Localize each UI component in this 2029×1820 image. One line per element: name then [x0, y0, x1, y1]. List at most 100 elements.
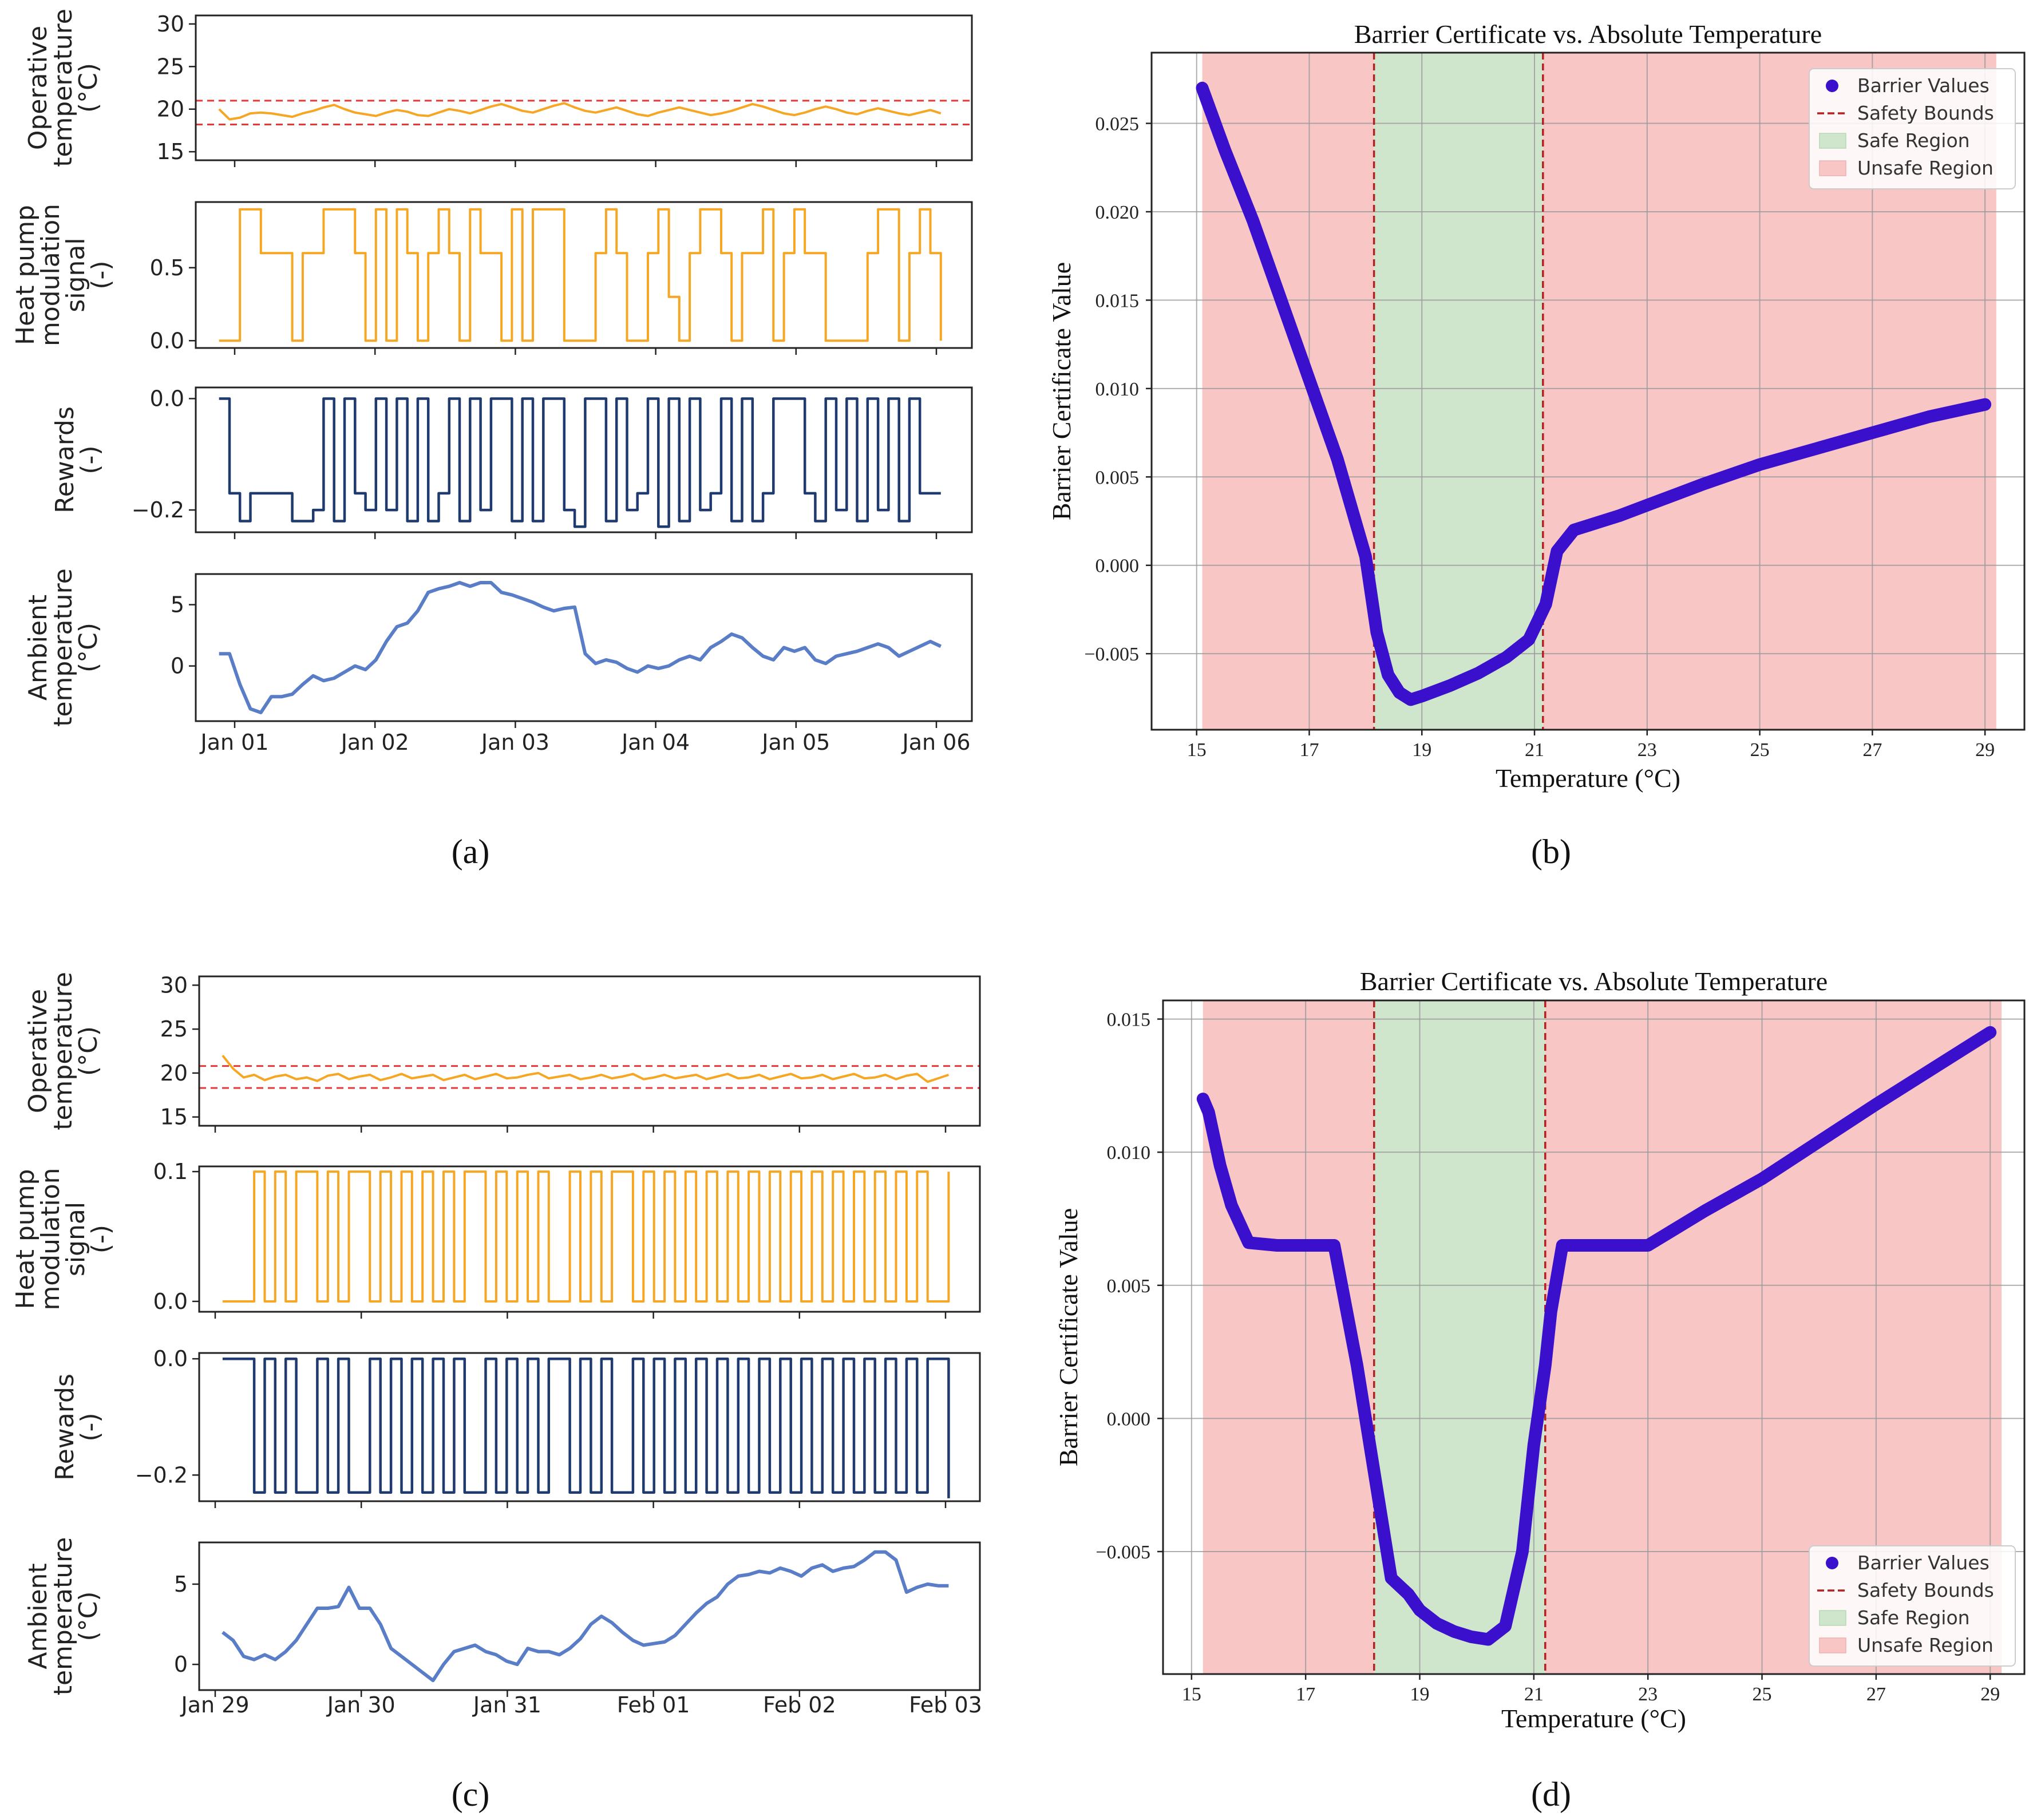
x-tick-label: 19	[1410, 1684, 1430, 1705]
y-label-line: temperature	[49, 972, 78, 1130]
y-tick-label: 0.1	[153, 1159, 188, 1184]
x-tick-label: 23	[1638, 739, 1657, 761]
x-tick-label: 21	[1525, 739, 1544, 761]
y-label-line: Operative	[23, 26, 53, 150]
y-tick-label: 20	[160, 1061, 188, 1086]
y-label-line: signal	[61, 1202, 90, 1276]
y-tick-label: 5	[174, 1572, 188, 1597]
x-tick-label: Jan 03	[480, 730, 549, 755]
x-tick-label: Jan 06	[901, 730, 970, 755]
x-axis-label: Temperature (°C)	[1501, 1704, 1686, 1733]
axes-frame	[198, 1352, 981, 1502]
y-tick-label: 0.5	[150, 255, 184, 280]
y-tick-label: −0.005	[1095, 1542, 1150, 1563]
y-label-line: (°C)	[74, 1026, 103, 1076]
y-tick-label: 0.025	[1095, 114, 1140, 135]
x-tick-label: 25	[1753, 1684, 1772, 1705]
panel-label: (b)	[1531, 833, 1571, 871]
x-tick-label: Feb 01	[617, 1692, 690, 1718]
subplot-2: 0.0 −0.2 Rewards(-)	[50, 1346, 981, 1508]
legend-marker-unsafe	[1819, 160, 1846, 176]
axes-frame	[1150, 52, 2026, 731]
panel-label: (a)	[452, 833, 490, 871]
legend-label: Unsafe Region	[1857, 157, 1994, 179]
x-tick-label: 29	[1975, 739, 1995, 761]
x-tick-label: Jan 05	[761, 730, 830, 755]
y-tick-label: 0.010	[1095, 379, 1140, 400]
axes-frame	[195, 386, 973, 533]
y-label-line: Operative	[23, 989, 53, 1113]
safe-region	[1374, 53, 1543, 730]
legend-marker-unsafe	[1819, 1637, 1846, 1653]
chart-title: Barrier Certificate vs. Absolute Tempera…	[1360, 967, 1828, 996]
legend-label: Unsafe Region	[1857, 1634, 1994, 1656]
barrier-figure-d: 15 17 19 21 23 25 27 29 −0.005 0.000 0.005 0.010 0.0…	[1054, 967, 2026, 1733]
panel-label: (d)	[1531, 1775, 1571, 1813]
x-tick-label: Jan 31	[472, 1692, 541, 1718]
y-axis-label: Rewards(-)	[50, 1374, 105, 1481]
y-tick-label: 0.000	[1107, 1408, 1151, 1430]
y-tick-label: 0.0	[150, 386, 184, 411]
y-tick-label: 15	[160, 1105, 188, 1130]
legend-marker-safe	[1819, 133, 1846, 149]
x-tick-label: Jan 01	[199, 730, 268, 755]
y-label-line: (°C)	[74, 63, 103, 113]
series-line-3	[222, 1550, 949, 1683]
y-label-line: Heat pump	[11, 1169, 40, 1309]
series-line-1	[219, 208, 942, 342]
axes-frame	[198, 975, 981, 1127]
ts-figure-c: 15202530Operativetemperature(°C)0.00.1He…	[11, 972, 982, 1718]
y-tick-label: 0.000	[1095, 556, 1140, 577]
y-tick-label: −0.2	[135, 1462, 188, 1487]
legend-marker-safe	[1819, 1610, 1846, 1626]
series-line-3	[219, 581, 942, 714]
axes-frame	[1162, 999, 2026, 1675]
axes-frame	[195, 201, 973, 349]
legend-box	[1809, 1545, 2016, 1667]
x-tick-label: Jan 30	[326, 1692, 395, 1718]
x-tick-label: 23	[1638, 1684, 1658, 1705]
chart-title: Barrier Certificate vs. Absolute Tempera…	[1354, 19, 1822, 49]
x-tick-label: Feb 03	[909, 1692, 982, 1718]
legend-marker-dot	[1826, 1557, 1838, 1569]
y-label-line: signal	[61, 238, 90, 312]
x-tick-label: Jan 29	[180, 1692, 249, 1718]
y-tick-label: −0.005	[1084, 644, 1139, 665]
legend-label: Barrier Values	[1857, 1552, 1990, 1574]
y-label-line: modulation	[36, 204, 65, 346]
legend-label: Barrier Values	[1857, 74, 1990, 97]
y-axis-label: Barrier Certificate Value	[1047, 262, 1076, 520]
axes-frame	[195, 14, 973, 161]
legend-label: Safety Bounds	[1857, 1579, 1994, 1601]
y-label-line: Ambient	[23, 1563, 53, 1669]
x-tick-label: Feb 02	[763, 1692, 836, 1718]
legend-label: Safe Region	[1857, 1607, 1970, 1629]
legend: Barrier Values Safety Bounds Safe Region Un…	[1809, 68, 2016, 189]
y-label-line: temperature	[49, 9, 78, 167]
x-axis-label: Temperature (°C)	[1496, 763, 1680, 793]
x-tick-label: Jan 04	[620, 730, 690, 755]
legend-label: Safe Region	[1857, 129, 1970, 152]
y-label-line: modulation	[36, 1168, 65, 1310]
x-tick-label: 25	[1750, 739, 1770, 761]
x-tick-label: 19	[1412, 739, 1431, 761]
y-tick-label: 25	[160, 1016, 188, 1042]
y-label-line: Rewards	[50, 406, 80, 513]
y-label-line: (°C)	[74, 1591, 103, 1641]
x-tick-label: Jan 02	[340, 730, 409, 755]
y-label-line: temperature	[49, 568, 78, 727]
legend-label: Safety Bounds	[1857, 102, 1994, 124]
y-tick-label: 0.015	[1095, 290, 1140, 311]
subplot-2: 0.0 −0.2 Rewards(-)	[50, 386, 973, 539]
